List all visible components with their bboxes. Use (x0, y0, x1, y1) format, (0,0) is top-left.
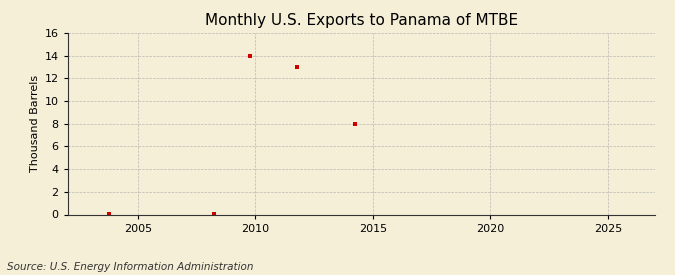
Title: Monthly U.S. Exports to Panama of MTBE: Monthly U.S. Exports to Panama of MTBE (205, 13, 518, 28)
Y-axis label: Thousand Barrels: Thousand Barrels (30, 75, 40, 172)
Text: Source: U.S. Energy Information Administration: Source: U.S. Energy Information Administ… (7, 262, 253, 272)
